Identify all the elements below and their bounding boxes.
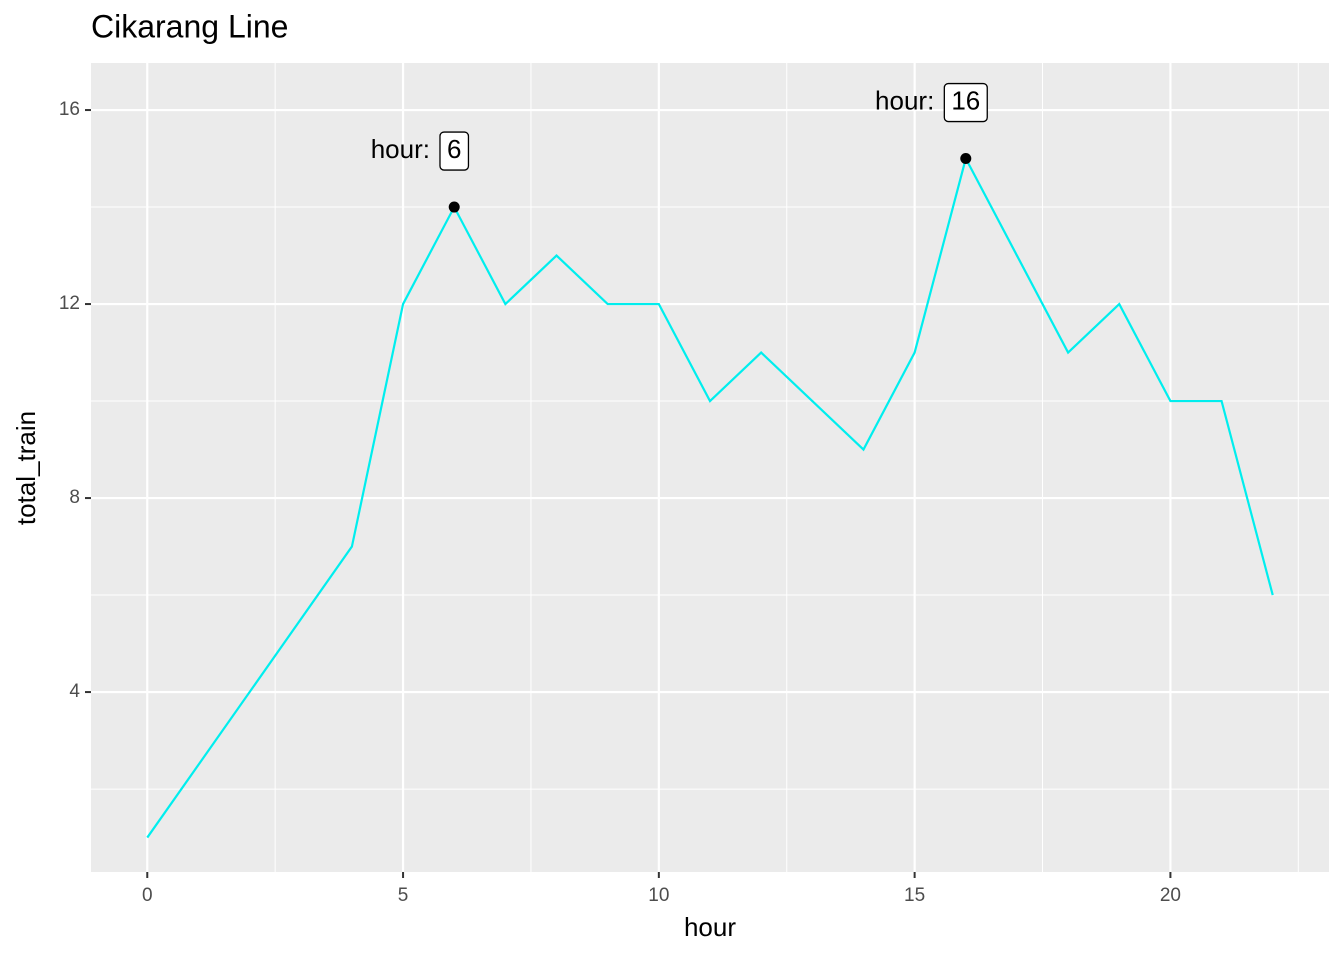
annotation-value: 16	[951, 85, 980, 115]
y-tick-label: 8	[69, 487, 80, 508]
chart-title: Cikarang Line	[91, 8, 288, 44]
y-axis-label: total_train	[11, 411, 41, 525]
annotation-prefix: hour:	[371, 134, 430, 164]
x-tick-label: 10	[648, 885, 669, 906]
annotation-value: 6	[447, 134, 461, 164]
panel	[91, 63, 1329, 872]
x-tick-label: 0	[142, 885, 153, 906]
y-tick-label: 16	[59, 99, 80, 120]
x-tick-label: 15	[904, 885, 925, 906]
x-tick-label: 20	[1160, 885, 1181, 906]
annotation-box	[943, 82, 988, 123]
x-axis-label: hour	[684, 912, 736, 942]
highlight-point	[960, 153, 972, 165]
line	[146, 155, 1274, 839]
annotation-box	[439, 131, 470, 171]
highlight-point	[448, 201, 460, 213]
y-tick-label: 4	[69, 681, 80, 702]
x-tick-label: 5	[398, 885, 409, 906]
y-tick-label: 12	[59, 293, 80, 314]
annotation-prefix: hour:	[875, 85, 934, 115]
